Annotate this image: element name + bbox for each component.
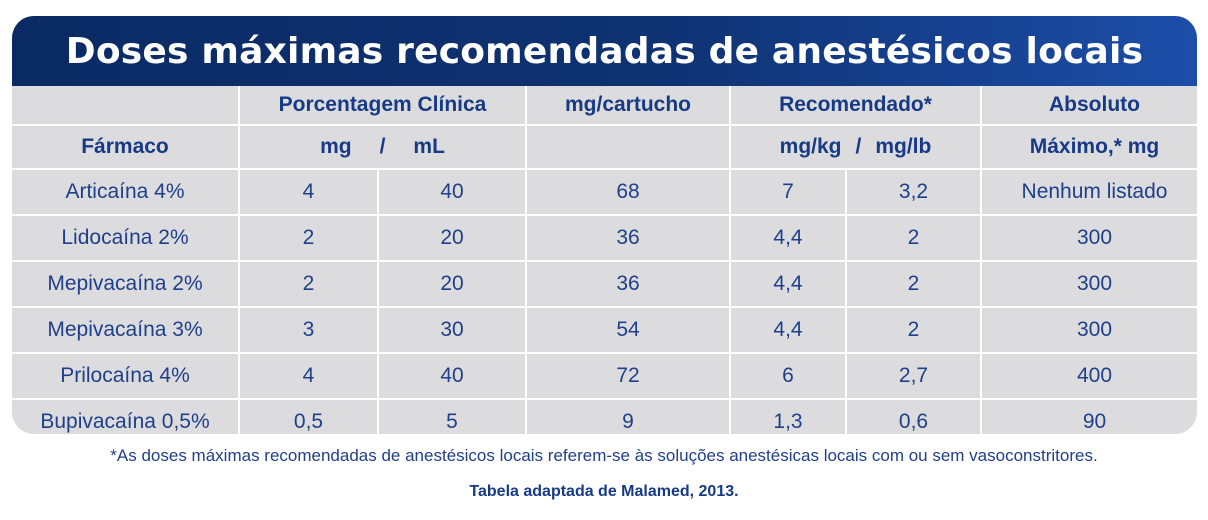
header-slash: / xyxy=(379,135,386,158)
header-mgkg: mg/kg xyxy=(779,135,842,158)
cell-farmaco: Prilocaína 4% xyxy=(12,354,238,398)
dose-table-card: Doses máximas recomendadas de anestésico… xyxy=(12,16,1197,434)
header-empty-cell xyxy=(12,86,238,124)
header-farmaco: Fármaco xyxy=(12,126,238,168)
cell-mgkg: 6 xyxy=(731,354,845,398)
cell-ml: 20 xyxy=(379,216,525,260)
cell-mg-cartucho: 54 xyxy=(527,308,729,352)
cell-mglb: 0,6 xyxy=(847,400,980,434)
header-mg-cartucho-blank xyxy=(527,126,729,168)
cell-mglb: 2 xyxy=(847,308,980,352)
cell-maximo: 300 xyxy=(982,216,1197,260)
cell-ml: 40 xyxy=(379,354,525,398)
cell-mgkg: 7 xyxy=(731,170,845,214)
cell-maximo: 400 xyxy=(982,354,1197,398)
cell-farmaco: Mepivacaína 2% xyxy=(12,262,238,306)
cell-mglb: 2,7 xyxy=(847,354,980,398)
cell-mg: 2 xyxy=(240,216,377,260)
title-bar: Doses máximas recomendadas de anestésico… xyxy=(12,16,1197,86)
cell-farmaco: Mepivacaína 3% xyxy=(12,308,238,352)
cell-farmaco: Bupivacaína 0,5% xyxy=(12,400,238,434)
header-porcentagem: Porcentagem Clínica xyxy=(240,86,525,124)
cell-maximo: 90 xyxy=(982,400,1197,434)
cell-mgkg: 1,3 xyxy=(731,400,845,434)
cell-mg-cartucho: 36 xyxy=(527,216,729,260)
cell-mg-cartucho: 9 xyxy=(527,400,729,434)
cell-maximo: 300 xyxy=(982,262,1197,306)
header-maximo: Máximo,* mg xyxy=(982,126,1197,168)
header-slash: / xyxy=(855,135,862,158)
header-absoluto: Absoluto xyxy=(982,86,1197,124)
cell-mg-cartucho: 72 xyxy=(527,354,729,398)
cell-mg: 0,5 xyxy=(240,400,377,434)
header-ml: mL xyxy=(413,135,445,158)
header-mg-cartucho: mg/cartucho xyxy=(527,86,729,124)
cell-mglb: 2 xyxy=(847,216,980,260)
cell-mg-cartucho: 36 xyxy=(527,262,729,306)
cell-mg: 3 xyxy=(240,308,377,352)
cell-ml: 5 xyxy=(379,400,525,434)
cell-mglb: 2 xyxy=(847,262,980,306)
cell-farmaco: Lidocaína 2% xyxy=(12,216,238,260)
cell-mgkg: 4,4 xyxy=(731,216,845,260)
cell-mg-cartucho: 68 xyxy=(527,170,729,214)
header-recomendado: Recomendado* xyxy=(731,86,980,124)
cell-maximo: 300 xyxy=(982,308,1197,352)
cell-ml: 40 xyxy=(379,170,525,214)
dose-table: Porcentagem Clínica mg/cartucho Recomend… xyxy=(12,86,1197,434)
cell-mgkg: 4,4 xyxy=(731,262,845,306)
cell-maximo: Nenhum listado xyxy=(982,170,1197,214)
header-mglb: mg/lb xyxy=(875,135,932,158)
footnote: *As doses máximas recomendadas de anesté… xyxy=(110,446,1098,465)
cell-mgkg: 4,4 xyxy=(731,308,845,352)
source-note: Tabela adaptada de Malamed, 2013. xyxy=(469,483,739,500)
cell-mg: 4 xyxy=(240,354,377,398)
header-mg-ml: mg / mL xyxy=(240,126,525,168)
cell-mglb: 3,2 xyxy=(847,170,980,214)
cell-ml: 20 xyxy=(379,262,525,306)
header-mgkg-mglb: mg/kg / mg/lb xyxy=(731,126,980,168)
cell-farmaco: Articaína 4% xyxy=(12,170,238,214)
header-mg: mg xyxy=(320,135,352,158)
cell-mg: 2 xyxy=(240,262,377,306)
table-title: Doses máximas recomendadas de anestésico… xyxy=(65,30,1144,72)
cell-mg: 4 xyxy=(240,170,377,214)
cell-ml: 30 xyxy=(379,308,525,352)
